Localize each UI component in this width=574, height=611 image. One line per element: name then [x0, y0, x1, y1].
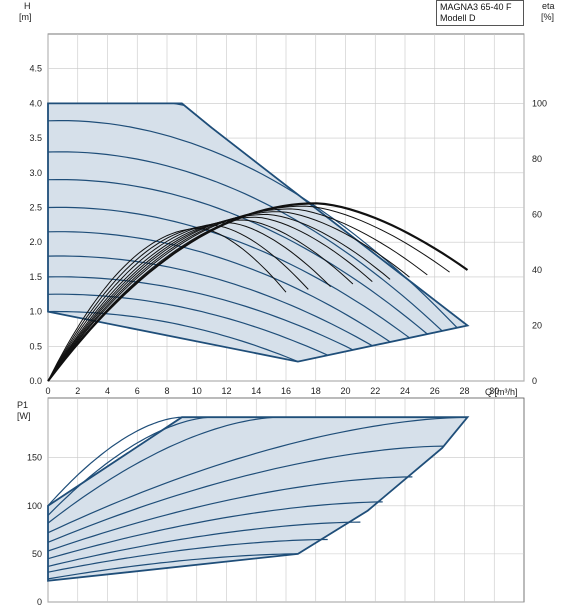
x-tick-label: 2: [75, 386, 80, 396]
head-curve: [47, 231, 391, 343]
head-y-tick-label: 2.0: [29, 237, 42, 247]
head-curve: [47, 276, 354, 351]
power-curve: [47, 416, 182, 507]
power-y-tick-label: 150: [27, 453, 42, 463]
power-curve: [47, 416, 279, 524]
tick-labels: 0 2 4 6 8 10 12 14 16 18 20 22 24 26 28 300.00.51.01.52…: [27, 64, 547, 607]
power-axis-unit: [W]: [17, 411, 31, 421]
model-label-box: MAGNA3 65-40 F Modell D: [436, 0, 524, 26]
head-axis-label: H: [24, 1, 31, 11]
model-name: MAGNA3 65-40 F: [440, 2, 512, 12]
x-tick-label: 16: [281, 386, 291, 396]
x-tick-label: 12: [221, 386, 231, 396]
eta-tick-label: 80: [532, 154, 542, 164]
x-tick-label: 14: [251, 386, 261, 396]
power-y-tick-label: 50: [32, 549, 42, 559]
head-axis-unit: [m]: [19, 12, 32, 22]
power-curve: [47, 445, 444, 543]
power-y-tick-label: 100: [27, 501, 42, 511]
power-curve: [47, 521, 361, 567]
x-tick-label: 0: [45, 386, 50, 396]
head-y-tick-label: 1.5: [29, 272, 42, 282]
x-tick-label: 6: [135, 386, 140, 396]
eta-axis-unit: [%]: [541, 12, 554, 22]
head-y-tick-label: 0.0: [29, 376, 42, 386]
power-axis-label: P1: [17, 400, 28, 410]
eta-tick-label: 0: [532, 376, 537, 386]
power-curve: [47, 553, 298, 580]
eta-curve: [47, 224, 309, 382]
power-curve: [47, 538, 328, 573]
head-curve: [47, 293, 328, 356]
head-curve: [47, 179, 428, 335]
head-y-tick-label: 3.0: [29, 168, 42, 178]
x-tick-label: 30: [489, 386, 499, 396]
head-y-tick-label: 2.5: [29, 203, 42, 213]
power-curve: [47, 416, 212, 516]
eta-curve: [47, 227, 287, 382]
x-tick-label: 24: [400, 386, 410, 396]
x-tick-label: 26: [430, 386, 440, 396]
head-y-tick-label: 1.0: [29, 307, 42, 317]
head-y-tick-label: 4.0: [29, 98, 42, 108]
x-tick-label: 22: [370, 386, 380, 396]
eta-curve: [47, 222, 331, 382]
x-tick-label: 28: [459, 386, 469, 396]
head-curve: [47, 255, 373, 347]
power-chart-plot: [47, 416, 470, 582]
power-operating-envelope: [47, 416, 470, 582]
x-tick-label: 20: [340, 386, 350, 396]
eta-tick-label: 100: [532, 98, 547, 108]
x-tick-label: 8: [164, 386, 169, 396]
head-curve: [47, 206, 410, 339]
eta-curve: [47, 219, 354, 382]
head-curve: [48, 102, 468, 326]
eta-tick-label: 20: [532, 320, 542, 330]
power-curve: [47, 501, 383, 560]
head-chart-plot: [47, 102, 470, 382]
head-y-tick-label: 4.5: [29, 64, 42, 74]
x-tick-label: 18: [311, 386, 321, 396]
power-curve: [47, 416, 468, 534]
flow-axis-label: Q [m³/h]: [485, 387, 518, 397]
head-y-tick-label: 3.5: [29, 133, 42, 143]
model-variant: Modell D: [440, 13, 476, 23]
head-curve: [47, 119, 458, 329]
power-y-tick-label: 0: [37, 597, 42, 607]
x-tick-label: 4: [105, 386, 110, 396]
x-tick-label: 10: [192, 386, 202, 396]
power-curve: [47, 476, 413, 552]
eta-axis-label: eta: [542, 1, 555, 11]
head-curve: [47, 151, 443, 332]
axis-labels: H [m] eta [%] Q [m³/h] P1 [W]: [17, 1, 555, 421]
eta-tick-label: 40: [532, 265, 542, 275]
head-y-tick-label: 0.5: [29, 341, 42, 351]
eta-tick-label: 60: [532, 209, 542, 219]
